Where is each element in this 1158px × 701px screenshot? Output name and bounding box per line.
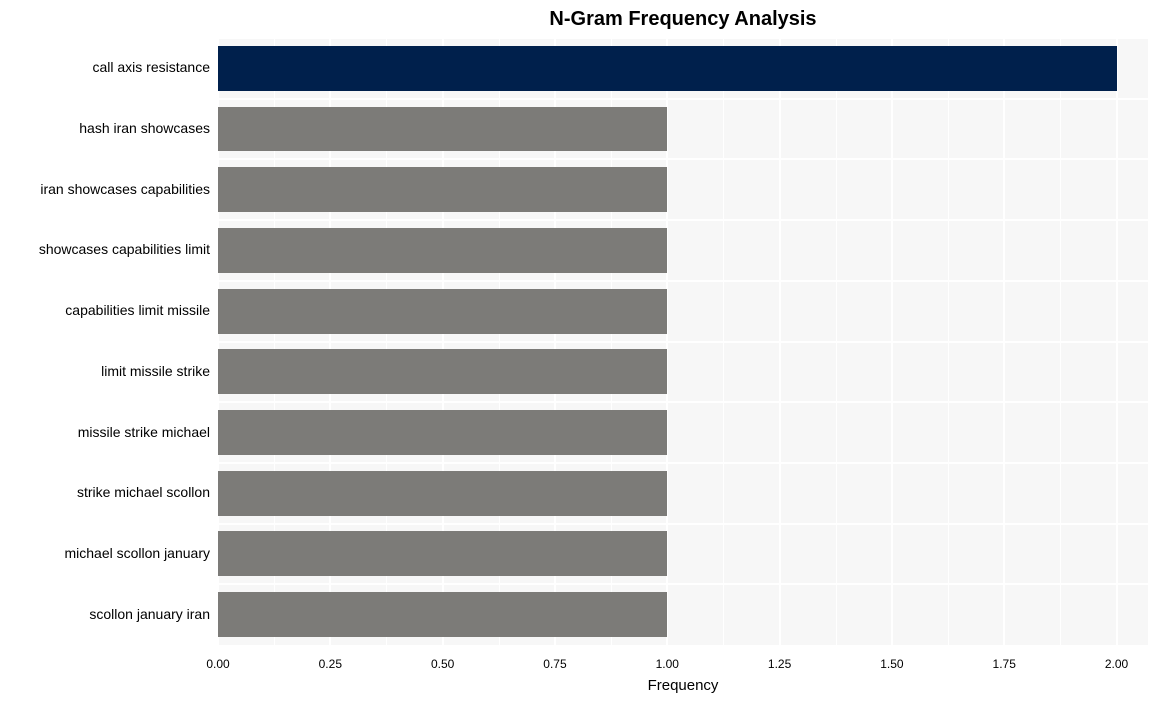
y-tick-label: hash iran showcases	[79, 120, 210, 136]
bar	[218, 107, 667, 152]
grid-line-vertical	[1003, 38, 1005, 645]
bar	[218, 471, 667, 516]
panel-row-sep	[218, 523, 1148, 525]
y-tick-label: showcases capabilities limit	[39, 241, 210, 257]
x-tick-label: 1.75	[993, 657, 1016, 671]
panel-row-sep	[218, 37, 1148, 39]
grid-line-vertical-minor	[1060, 38, 1061, 645]
bar	[218, 531, 667, 576]
panel-row-sep	[218, 341, 1148, 343]
panel-row-sep	[218, 401, 1148, 403]
panel-row-sep	[218, 462, 1148, 464]
bar	[218, 592, 667, 637]
chart-container: N-Gram Frequency Analysis call axis resi…	[0, 0, 1158, 701]
chart-title: N-Gram Frequency Analysis	[218, 8, 1148, 31]
bar	[218, 46, 1117, 91]
x-tick-label: 1.25	[768, 657, 791, 671]
bar	[218, 349, 667, 394]
panel-row-sep	[218, 158, 1148, 160]
panel-row-sep	[218, 280, 1148, 282]
grid-line-vertical	[779, 38, 781, 645]
grid-line-vertical	[891, 38, 893, 645]
bar	[218, 289, 667, 334]
x-axis-label: Frequency	[218, 677, 1148, 694]
x-tick-label: 0.00	[206, 657, 229, 671]
bar	[218, 167, 667, 212]
y-tick-label: iran showcases capabilities	[40, 181, 210, 197]
bar	[218, 410, 667, 455]
panel-row-sep	[218, 219, 1148, 221]
x-tick-label: 1.50	[880, 657, 903, 671]
plot-area	[218, 38, 1148, 645]
y-tick-label: scollon january iran	[89, 606, 210, 622]
y-tick-label: call axis resistance	[93, 59, 211, 75]
y-tick-label: michael scollon january	[64, 545, 210, 561]
grid-line-vertical	[1116, 38, 1118, 645]
grid-line-vertical-minor	[836, 38, 837, 645]
y-tick-label: limit missile strike	[101, 363, 210, 379]
panel-row-sep	[218, 98, 1148, 100]
y-tick-label: capabilities limit missile	[65, 302, 210, 318]
x-tick-label: 2.00	[1105, 657, 1128, 671]
x-tick-label: 0.75	[543, 657, 566, 671]
bar	[218, 228, 667, 273]
y-tick-label: strike michael scollon	[77, 484, 210, 500]
x-tick-label: 0.50	[431, 657, 454, 671]
x-tick-label: 0.25	[319, 657, 342, 671]
x-tick-label: 1.00	[656, 657, 679, 671]
grid-line-vertical-minor	[948, 38, 949, 645]
grid-line-vertical-minor	[723, 38, 724, 645]
y-tick-label: missile strike michael	[78, 424, 210, 440]
panel-row-sep	[218, 583, 1148, 585]
